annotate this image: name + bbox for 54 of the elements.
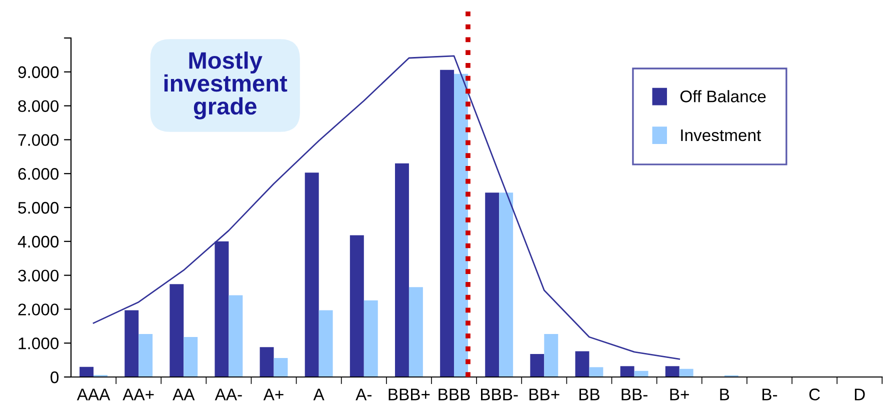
- x-tick-label: BB: [579, 388, 600, 400]
- bar: [80, 366, 94, 377]
- y-tick-label: 8.000: [18, 100, 59, 112]
- bar: [575, 351, 590, 377]
- x-tick-label: C: [809, 388, 820, 400]
- y-tick-label: 0: [50, 371, 59, 384]
- x-tick-label: AA: [172, 388, 195, 400]
- x-tick-label: AA-: [214, 388, 242, 400]
- x-tick-label: A-: [356, 388, 372, 400]
- x-tick-label: AAA: [76, 388, 110, 400]
- x-tick-label: BBB+: [388, 388, 430, 400]
- bar: [304, 172, 319, 377]
- bar: [364, 300, 378, 377]
- y-tick-label: 1.000: [18, 338, 59, 350]
- x-tick-label: D: [854, 388, 865, 400]
- legend-label: Off Balance: [680, 90, 766, 102]
- y-tick-label: 9.000: [18, 66, 59, 78]
- bar: [274, 358, 288, 377]
- bar: [620, 366, 634, 377]
- bar: [228, 295, 243, 377]
- bar: [170, 284, 184, 377]
- x-tick-label: B: [720, 388, 730, 400]
- bar: [679, 368, 694, 377]
- x-tick-label: A+: [263, 388, 284, 400]
- y-tick-label: 7.000: [18, 134, 59, 146]
- bar: [350, 235, 364, 377]
- legend-label: Investment: [681, 130, 762, 142]
- bar: [408, 287, 423, 377]
- bar: [544, 334, 558, 377]
- y-tick-label: 3.000: [18, 270, 59, 282]
- bar: [530, 354, 544, 377]
- bar: [138, 334, 153, 377]
- bar: [665, 366, 680, 377]
- x-tick-label: B-: [762, 388, 778, 400]
- x-tick-label: BB+: [530, 388, 560, 400]
- bar: [184, 337, 198, 377]
- x-tick-label: A: [313, 388, 324, 400]
- x-tick-label: BBB: [438, 388, 470, 400]
- x-tick-label: B+: [670, 388, 689, 400]
- y-tick-label: 6.000: [18, 168, 59, 180]
- y-tick-label: 5.000: [18, 202, 59, 214]
- y-tick-label: 4.000: [18, 236, 59, 248]
- bar: [485, 192, 500, 377]
- bar: [440, 70, 454, 377]
- bar: [499, 192, 514, 377]
- bar: [318, 310, 333, 377]
- bar: [589, 367, 604, 377]
- x-tick-label: BB-: [622, 388, 648, 400]
- annotation: Mostly investment grade: [164, 52, 288, 120]
- bar: [260, 347, 274, 377]
- y-tick-label: 2.000: [18, 304, 59, 316]
- bar: [394, 163, 409, 377]
- x-tick-label: AA+: [122, 388, 154, 400]
- x-tick-label: BBB-: [481, 388, 518, 400]
